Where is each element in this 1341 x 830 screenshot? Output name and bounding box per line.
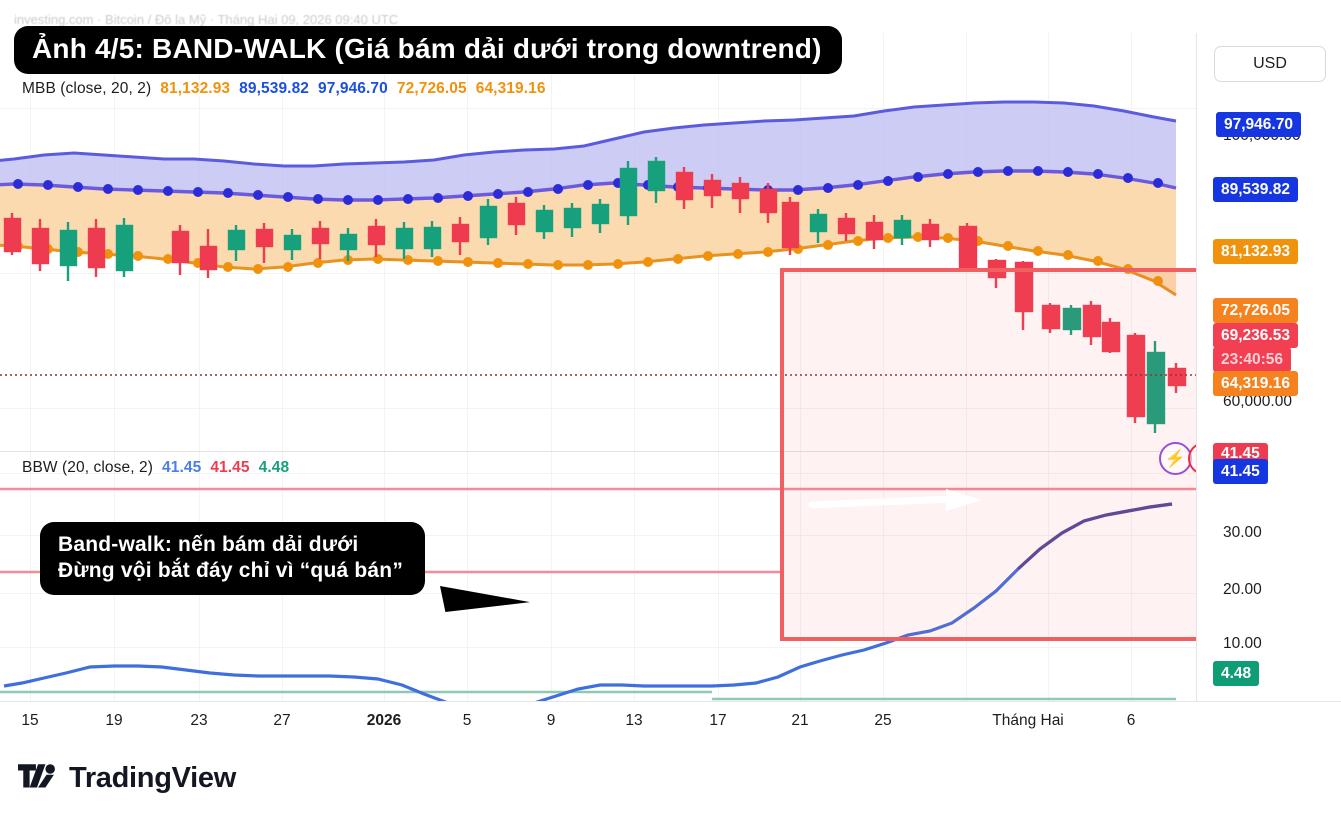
mbb-value-3: 97,946.70 [318,80,388,97]
price-badge-lower-band: 64,319.16 [1213,371,1298,396]
price-tick: 30.00 [1223,524,1262,541]
price-tick: 10.00 [1223,635,1262,652]
bbw-value-lowest: 4.48 [258,459,290,476]
bollinger-lower-fill [0,171,1176,295]
vertical-gridline [467,33,468,701]
time-tick-year: 2026 [366,712,402,729]
time-tick: 17 [709,712,727,729]
price-badge-81132: 81,132.93 [1213,239,1298,264]
vertical-gridline [199,33,200,701]
price-badge-basis: 89,539.82 [1213,177,1298,202]
price-badge-last-price: 69,236.53 [1213,323,1298,348]
vertical-gridline [1048,33,1049,701]
price-tick: 60,000.00 [1223,393,1292,410]
horizontal-gridline [0,273,1196,274]
tradingview-logo-icon [18,763,55,787]
time-tick: 13 [625,712,643,729]
price-badge-72726: 72,726.05 [1213,298,1298,323]
bollinger-upper-line [0,100,1177,168]
time-tick: 27 [273,712,291,729]
time-tick: 15 [21,712,39,729]
title-banner: Ảnh 4/5: BAND-WALK (Giá bám dải dưới tro… [14,26,842,75]
pane-separator [0,451,1196,452]
time-tick: 5 [462,712,472,729]
bbw-badge-current: 41.45 [1213,459,1268,484]
horizontal-gridline [0,593,1196,594]
vertical-gridline [634,33,635,701]
mbb-value-5: 64,319.16 [475,80,546,97]
chart-canvas[interactable]: ⚡ 🔔 [0,33,1341,711]
vertical-gridline [966,33,967,701]
horizontal-gridline [0,473,1196,474]
bbw-badge-lowest: 4.48 [1213,661,1260,686]
bbw-value-highest: 41.45 [210,459,250,476]
vertical-gridline [30,33,31,701]
horizontal-gridline [0,108,1196,109]
price-badge-countdown: 23:40:56 [1213,347,1292,372]
note-line-2: Đừng vội bắt đáy chỉ vì “quá bán” [58,558,404,582]
bbw-line [3,502,1173,711]
time-tick: 19 [105,712,123,729]
bbw-indicator-legend[interactable]: BBW (20, close, 2) 41.45 41.45 4.48 [22,459,289,477]
time-tick-month: Tháng Hai [992,712,1064,729]
lightning-bolt-icon[interactable]: ⚡ [1159,442,1192,475]
vertical-gridline [384,33,385,701]
vertical-gridline [718,33,719,701]
obscured-header-strip: investing.com · Bitcoin / Đô la Mỹ · Thá… [0,12,1341,32]
tradingview-footer: TradingView [18,762,236,795]
bbw-line-recent [1016,502,1173,571]
time-tick: 23 [190,712,208,729]
time-tick: 25 [874,712,892,729]
bbw-value-current: 41.45 [162,459,202,476]
horizontal-gridline [0,535,1196,536]
candlestick-series [3,157,1187,433]
title-banner-text: Ảnh 4/5: BAND-WALK (Giá bám dải dưới tro… [32,33,822,64]
horizontal-gridline [0,647,1196,648]
bbw-legend-label: BBW (20, close, 2) [22,459,154,476]
vertical-gridline [883,33,884,701]
time-tick: 21 [791,712,809,729]
vertical-gridline [114,33,115,701]
mbb-legend-label: MBB (close, 20, 2) [22,80,152,97]
currency-label: USD [1253,55,1287,72]
mbb-value-2: 89,539.82 [239,80,310,97]
currency-toggle-button[interactable]: USD [1214,46,1326,82]
price-badge-upper-band: 97,946.70 [1216,112,1301,137]
price-tick: 20.00 [1223,581,1262,598]
time-tick: 6 [1126,712,1136,729]
mbb-value-4: 72,726.05 [396,80,467,97]
vertical-gridline [282,33,283,701]
tradingview-wordmark: TradingView [69,762,236,794]
mbb-value-1: 81,132.93 [160,80,231,97]
bollinger-upper-fill [0,102,1176,200]
bolt-glyph: ⚡ [1164,449,1187,468]
vertical-gridline [800,33,801,701]
horizontal-gridline [0,408,1196,409]
obscured-header-text: investing.com · Bitcoin / Đô la Mỹ · Thá… [14,12,399,27]
time-scale[interactable]: 15 19 23 27 2026 5 9 13 17 21 25 Tháng H… [0,701,1341,740]
time-tick: 9 [546,712,556,729]
annotation-note-banner: Band-walk: nến bám dải dưới Đừng vội bắt… [40,522,426,596]
mbb-indicator-legend[interactable]: MBB (close, 20, 2) 81,132.93 89,539.82 97,9… [22,80,546,98]
price-series-svg [0,100,1196,711]
note-line-1: Band-walk: nến bám dải dưới [58,533,359,556]
vertical-gridline [551,33,552,701]
